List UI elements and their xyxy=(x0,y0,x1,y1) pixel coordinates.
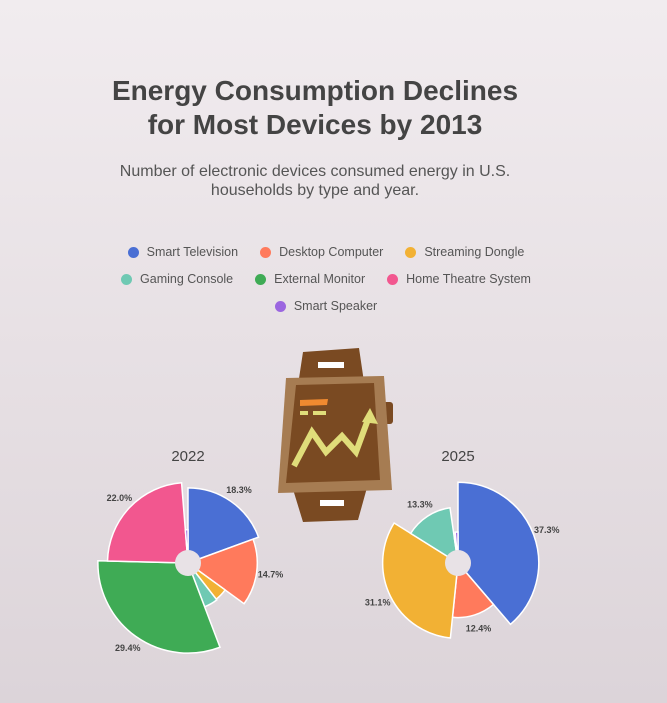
legend-label: Desktop Computer xyxy=(279,245,384,259)
legend-item: Smart Television xyxy=(127,245,239,259)
chart-title: Energy Consumption Declines for Most Dev… xyxy=(0,74,630,142)
pie-center-hole xyxy=(175,550,201,576)
smartwatch-icon xyxy=(278,348,393,522)
legend-dot xyxy=(121,273,133,285)
pie-data-label: 31.1% xyxy=(365,597,391,607)
pie-data-label: 14.7% xyxy=(258,570,284,580)
chart-title-line2: for Most Devices by 2013 xyxy=(147,109,483,140)
legend-dot xyxy=(127,246,139,258)
pie-data-label: 37.3% xyxy=(534,525,560,535)
legend-label: External Monitor xyxy=(274,272,366,286)
legend-label: Gaming Console xyxy=(140,272,234,286)
pie-data-label: 18.3% xyxy=(226,485,252,495)
legend-label: Smart Television xyxy=(146,245,239,259)
chart-title-line1: Energy Consumption Declines xyxy=(111,75,519,106)
legend-row-1: Smart Television Desktop Computer Stream… xyxy=(0,245,652,259)
pie-year-label: 2022 xyxy=(171,448,204,465)
pie-slice xyxy=(457,481,540,626)
legend-dot xyxy=(405,246,417,258)
legend-item: Desktop Computer xyxy=(260,245,383,259)
legend-dot xyxy=(260,246,272,258)
pie-data-label: 29.4% xyxy=(115,643,141,653)
pie-center-hole xyxy=(445,550,471,576)
pie-year-label: 2025 xyxy=(441,448,474,465)
pie-data-label: 13.3% xyxy=(407,500,433,510)
pie-slice xyxy=(186,538,258,605)
legend-item: Smart Speaker xyxy=(274,299,378,313)
chart-subtitle: Number of electronic devices consumed en… xyxy=(0,162,630,200)
charts-layer: 2022 18.3% 14.7% 29.4% 22.0% 2025 37.3% 12.4% 31… xyxy=(97,448,560,654)
legend-dot xyxy=(387,273,399,285)
legend-item: Streaming Dongle xyxy=(405,245,524,259)
pie-slice xyxy=(106,481,189,564)
pie-data-label: 22.0% xyxy=(107,493,133,503)
chart-subtitle-line2: households by type and year. xyxy=(210,182,420,199)
legend-dot xyxy=(274,300,286,312)
legend-item: Gaming Console xyxy=(121,272,233,286)
legend-item: Home Theatre System xyxy=(387,272,531,286)
pie-slice xyxy=(97,559,221,654)
pie-data-label: 12.4% xyxy=(466,624,492,634)
legend-item: External Monitor xyxy=(255,272,365,286)
pie-slice xyxy=(187,487,260,565)
pie-slice xyxy=(409,506,459,565)
legend-row-3: Smart Speaker xyxy=(0,299,652,313)
legend-dot xyxy=(255,273,267,285)
legend-label: Home Theatre System xyxy=(406,272,531,286)
legend-label: Streaming Dongle xyxy=(424,245,525,259)
chart-subtitle-line1: Number of electronic devices consumed en… xyxy=(119,163,511,180)
legend-label: Smart Speaker xyxy=(293,299,378,313)
legend-row-2: Gaming Console External Monitor Home The… xyxy=(0,272,652,286)
